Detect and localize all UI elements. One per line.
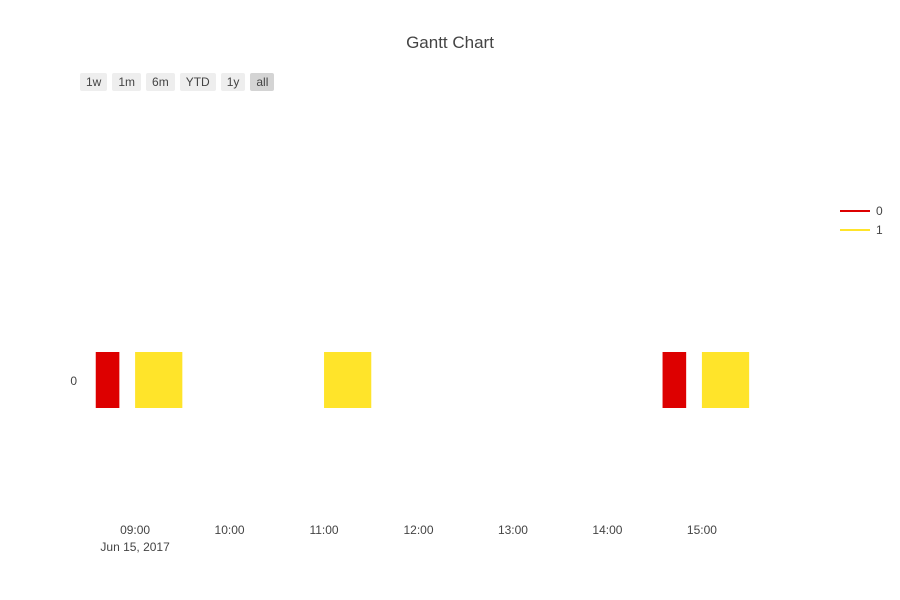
gantt-bar-4[interactable]	[662, 352, 687, 408]
x-tick-date-label: Jun 15, 2017	[100, 540, 170, 554]
legend-item-0[interactable]: 0	[840, 201, 883, 220]
range-button-1m[interactable]: 1m	[112, 73, 142, 91]
x-tick-label: 12:00	[403, 523, 433, 537]
range-button-1w[interactable]: 1w	[80, 73, 108, 91]
legend-swatch	[840, 209, 870, 212]
legend-label: 0	[876, 203, 883, 218]
gantt-bar-1[interactable]	[95, 352, 120, 408]
legend-label: 1	[876, 222, 883, 237]
gantt-bar-3[interactable]	[324, 352, 372, 408]
x-tick-label: 13:00	[498, 523, 528, 537]
range-button-all[interactable]: all	[250, 73, 275, 91]
y-tick-label: 0	[70, 374, 77, 388]
range-selector: 1w 1m 6m YTD 1y all	[80, 73, 275, 91]
range-button-6m[interactable]: 6m	[146, 73, 175, 91]
gantt-bar-2[interactable]	[135, 352, 183, 408]
legend-item-1[interactable]: 1	[840, 220, 883, 239]
x-tick-label: 15:00	[687, 523, 717, 537]
range-button-ytd[interactable]: YTD	[179, 73, 216, 91]
chart-title: Gantt Chart	[406, 33, 494, 52]
x-tick-label: 11:00	[309, 523, 338, 537]
x-tick-label: 10:00	[215, 523, 245, 537]
range-button-1y[interactable]: 1y	[220, 73, 246, 91]
x-tick-label: 09:00	[120, 523, 150, 537]
legend-swatch	[840, 228, 870, 231]
x-tick-label: 14:00	[592, 523, 622, 537]
gantt-bar-5[interactable]	[701, 352, 750, 408]
